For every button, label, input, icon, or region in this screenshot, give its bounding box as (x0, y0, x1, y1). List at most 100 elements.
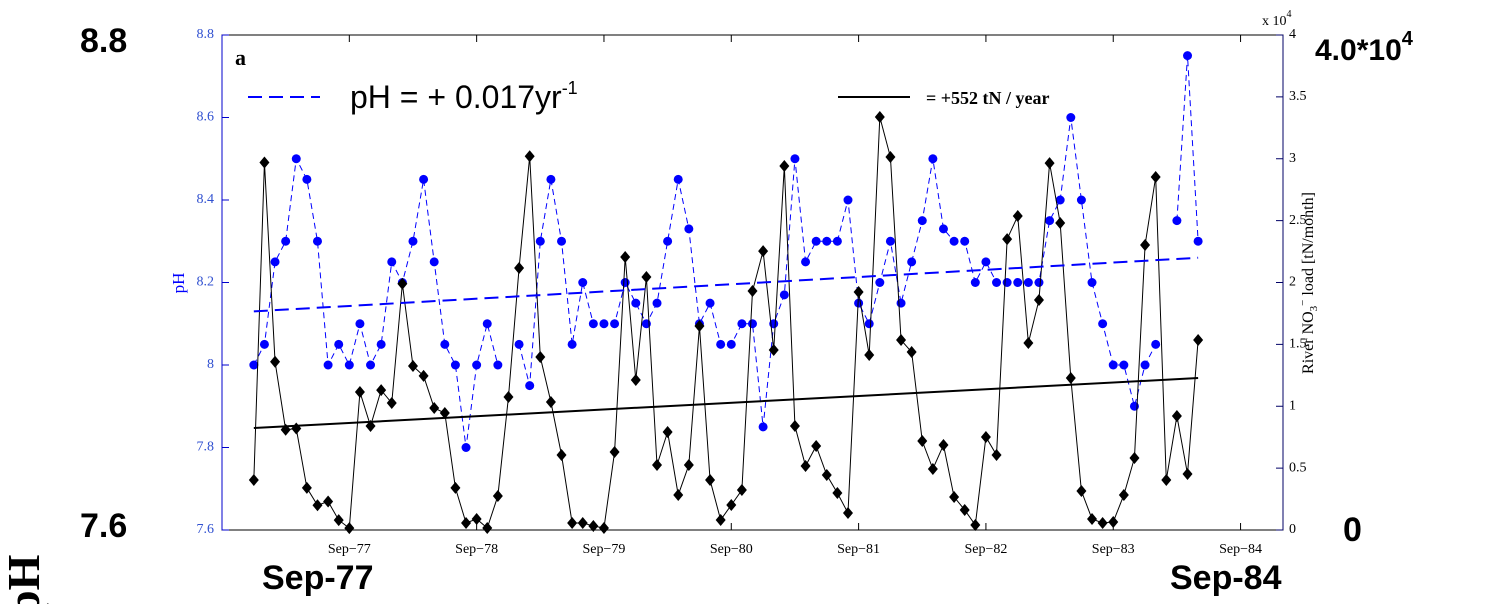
data-point (386, 397, 397, 410)
data-point (397, 277, 408, 290)
data-point (1013, 278, 1023, 287)
data-point (598, 522, 609, 535)
data-point (949, 236, 959, 246)
data-point (599, 319, 609, 329)
annotation: Sep-84 (1170, 559, 1282, 597)
data-point (1066, 113, 1076, 122)
y2-tick-label: 1.5 (1289, 337, 1307, 352)
data-point (333, 514, 344, 527)
data-point (567, 516, 578, 529)
data-point (907, 257, 917, 267)
data-point (917, 435, 928, 448)
data-point (885, 151, 896, 164)
y2-tick-label: 3 (1289, 151, 1296, 166)
data-point (471, 512, 482, 525)
y-tick-label: 8.6 (197, 110, 215, 125)
series-line (253, 157, 499, 448)
annotation-text: 8.8 (80, 22, 127, 60)
data-point (736, 484, 747, 497)
data-point (652, 298, 662, 308)
data-point (376, 339, 386, 349)
data-point (344, 522, 355, 535)
data-point (970, 278, 980, 287)
data-point (758, 245, 769, 258)
data-point (472, 360, 482, 370)
data-point (1182, 467, 1193, 480)
annotation: 8.8 (80, 22, 127, 60)
y2-tick-label: 4 (1289, 27, 1296, 42)
data-point (811, 439, 822, 452)
data-point (1098, 319, 1108, 329)
data-point (1023, 337, 1034, 350)
data-point (864, 349, 875, 362)
annotation-text: Sep-84 (1170, 559, 1282, 597)
data-point (1023, 278, 1033, 287)
data-point (949, 490, 960, 503)
data-point (789, 420, 800, 433)
data-point (1183, 51, 1193, 61)
annotation-text: 7.6 (80, 507, 127, 545)
data-point (1012, 210, 1023, 223)
data-point (609, 446, 620, 459)
data-point (927, 462, 938, 475)
data-point (1150, 170, 1161, 183)
data-point (482, 319, 492, 329)
data-point (387, 257, 397, 267)
data-point (992, 278, 1002, 287)
data-point (917, 216, 927, 226)
y-tick-label: 8.4 (197, 192, 215, 207)
data-point (938, 224, 948, 234)
data-point (842, 507, 853, 520)
data-point (980, 430, 991, 443)
y2-tick-label: 0.5 (1289, 460, 1307, 475)
data-point (249, 360, 259, 370)
y2-tick-label: 3.5 (1289, 89, 1307, 104)
data-point (726, 339, 736, 349)
data-point (270, 355, 281, 368)
data-point (822, 236, 832, 246)
annotation: 0 (1343, 511, 1362, 549)
data-point (896, 298, 906, 308)
data-point (1045, 216, 1055, 226)
data-point (959, 503, 970, 516)
annotation-sup: 4 (1402, 28, 1414, 50)
data-point (312, 236, 322, 246)
data-point (896, 334, 907, 347)
data-point (248, 474, 259, 487)
data-point (291, 422, 302, 435)
data-point (683, 459, 694, 472)
y2-label-text: River NO (1300, 311, 1317, 374)
data-point (843, 195, 853, 205)
y2-tick-label: 2 (1289, 275, 1296, 290)
data-point (1151, 339, 1161, 349)
series-line (518, 117, 1157, 427)
panel-label: a (235, 45, 246, 70)
data-point (906, 346, 917, 359)
data-point (747, 285, 758, 298)
data-point (1172, 216, 1182, 226)
y2-label-sup: − (1297, 300, 1309, 306)
data-point (450, 481, 461, 494)
data-point (259, 156, 270, 169)
data-point (365, 420, 376, 433)
y2-multiplier-sup: 4 (1287, 9, 1292, 20)
data-point (610, 319, 620, 329)
data-point (354, 386, 365, 399)
legend-label: pH = + 0.017yr-1 (350, 78, 578, 116)
data-point (557, 236, 567, 246)
x-tick-label: Sep−81 (837, 542, 880, 557)
y2-multiplier-text: x 10 (1262, 14, 1287, 29)
data-point (1108, 515, 1119, 528)
annotation: 7.6 (80, 507, 127, 545)
annotation-text: 0 (1343, 511, 1362, 549)
data-point (1065, 372, 1076, 385)
data-point (1055, 216, 1066, 229)
data-point (748, 319, 757, 329)
data-point (885, 236, 895, 246)
data-point (407, 360, 418, 373)
data-point (821, 469, 832, 482)
data-point (429, 257, 439, 267)
data-point (291, 154, 301, 164)
data-point (1140, 360, 1150, 370)
